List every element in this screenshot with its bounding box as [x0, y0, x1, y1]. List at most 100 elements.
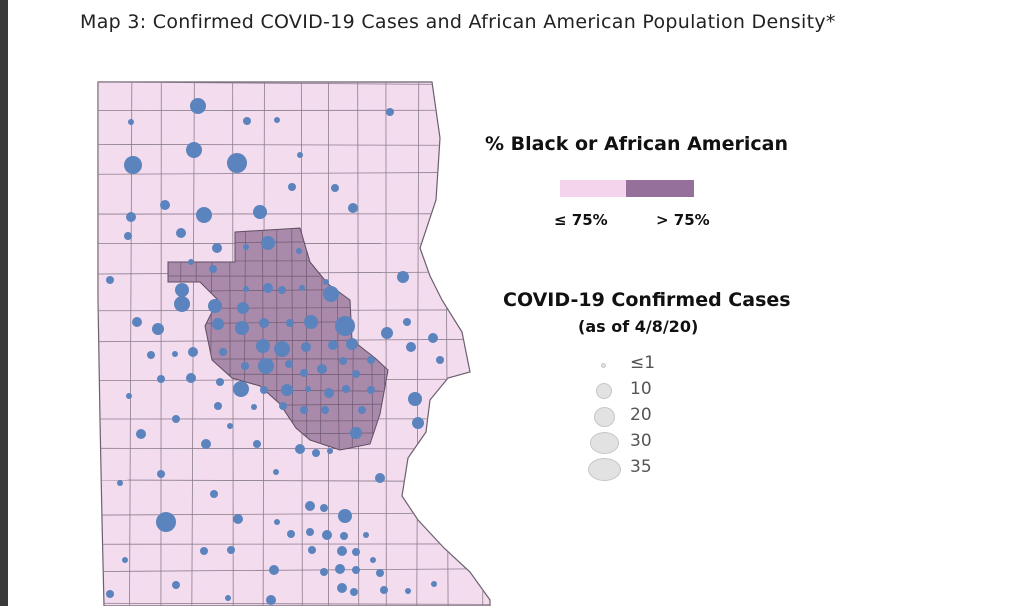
tract-boundary-line [291, 228, 294, 450]
tract-boundary-line [357, 82, 360, 606]
case-dot [253, 205, 267, 219]
case-dot [406, 342, 416, 352]
case-dot [295, 444, 305, 454]
case-dot [251, 404, 257, 410]
case-dot [386, 108, 394, 116]
case-dot [338, 509, 352, 523]
case-dot [256, 339, 270, 353]
case-dot [375, 473, 385, 483]
case-dot [227, 423, 233, 429]
case-dot [122, 557, 128, 563]
case-dot [380, 586, 388, 594]
case-dot [348, 203, 358, 213]
case-dot [323, 279, 329, 285]
case-dot [124, 156, 142, 174]
case-dot [266, 595, 276, 605]
case-dot [381, 327, 393, 339]
case-dot [106, 276, 114, 284]
case-dot [278, 286, 286, 294]
case-dot [188, 259, 194, 265]
case-dot [324, 388, 334, 398]
label-high: > 75% [656, 211, 710, 229]
case-dot [214, 402, 222, 410]
case-dot [186, 373, 196, 383]
case-dot [212, 318, 224, 330]
case-dot [367, 356, 375, 364]
case-dot [342, 385, 350, 393]
case-dot [172, 351, 178, 357]
case-dot [405, 588, 411, 594]
size-symbol-1 [601, 363, 606, 368]
case-dot [200, 547, 208, 555]
case-dot [233, 381, 249, 397]
case-dot [219, 348, 227, 356]
size-label-1: ≤1 [630, 353, 656, 373]
case-dot [136, 429, 146, 439]
case-dot [209, 265, 217, 273]
case-dot [350, 427, 362, 439]
case-dot [175, 283, 189, 297]
size-label-10: 10 [630, 379, 652, 399]
case-dot [263, 283, 273, 293]
case-dot [321, 406, 329, 414]
cases-legend-title: COVID-19 Confirmed Cases [503, 289, 791, 311]
case-dot [301, 342, 311, 352]
case-dot [297, 152, 303, 158]
case-dot [403, 318, 411, 326]
case-dot [260, 386, 268, 394]
case-dot [269, 565, 279, 575]
case-dot [212, 243, 222, 253]
case-dot [157, 470, 165, 478]
size-label-30: 30 [630, 431, 652, 451]
case-dot [227, 546, 235, 554]
case-dot [160, 200, 170, 210]
case-dot [367, 386, 375, 394]
case-dot [327, 448, 333, 454]
case-dot [296, 248, 302, 254]
case-dot [300, 369, 308, 377]
case-dot [208, 299, 222, 313]
case-dot [117, 480, 123, 486]
case-dot [352, 370, 360, 378]
tract-boundary-line [482, 82, 486, 606]
map-title: Map 3: Confirmed COVID-19 Cases and Afri… [80, 11, 836, 33]
tract-boundary-line [98, 171, 490, 175]
tract-boundary-line [98, 568, 490, 572]
case-dot [172, 581, 180, 589]
case-dot [397, 271, 409, 283]
case-dot [335, 316, 355, 336]
size-symbol-30 [590, 432, 619, 454]
case-dot [300, 406, 308, 414]
case-dot [243, 244, 249, 250]
case-dots [106, 98, 444, 605]
tract-boundary-line [98, 143, 490, 146]
case-dot [312, 449, 320, 457]
size-symbol-20 [594, 407, 615, 427]
case-dot [337, 583, 347, 593]
case-dot [428, 333, 438, 343]
case-dot [126, 212, 136, 222]
size-symbol-10 [596, 383, 612, 399]
case-dot [281, 384, 293, 396]
tract-boundary-line [98, 82, 490, 86]
case-dot [172, 415, 180, 423]
swatch-low [560, 180, 626, 197]
case-dot [363, 532, 369, 538]
case-dot [225, 595, 231, 601]
case-dot [241, 362, 249, 370]
case-dot [279, 402, 287, 410]
size-label-35: 35 [630, 457, 652, 477]
tract-boundary-line [191, 82, 195, 606]
case-dot [227, 153, 247, 173]
case-dot [323, 286, 339, 302]
pct-legend-title: % Black or African American [485, 133, 788, 155]
case-dot [233, 514, 243, 524]
case-dot [306, 528, 314, 536]
case-dot [317, 364, 327, 374]
case-dot [408, 392, 422, 406]
case-dot [243, 117, 251, 125]
case-dot [287, 530, 295, 538]
case-dot [299, 285, 305, 291]
case-dot [235, 321, 249, 335]
case-dot [201, 439, 211, 449]
